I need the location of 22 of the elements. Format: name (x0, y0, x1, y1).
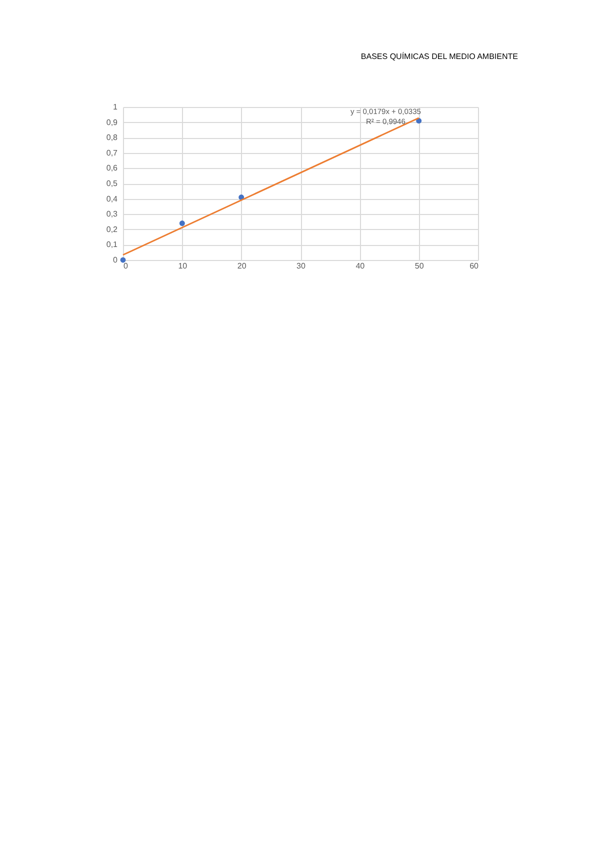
y-tick-label: 0 (113, 256, 118, 264)
point (238, 194, 244, 200)
y-tick-label: 0,4 (106, 194, 118, 204)
y-tick-label: 0,2 (106, 224, 118, 234)
y-tick-label: 0,3 (106, 210, 118, 219)
x-tick-label: 0 (124, 262, 128, 270)
chart-title: BASES QUÍMICAS DEL MEDIO AMBIENTE (360, 52, 518, 61)
y-tick-label: 0,7 (106, 148, 118, 158)
y-tick-label: 0,9 (106, 118, 118, 127)
x-tick-label: 20 (237, 262, 247, 270)
y-tick-label: 0,8 (106, 133, 118, 142)
x-tick-label: 60 (470, 262, 480, 270)
y-tick-label: 0,1 (106, 240, 118, 250)
y-tick-label: 1 (113, 102, 118, 112)
y-tick-label: 0,5 (106, 179, 118, 188)
x-tick-label: 30 (296, 262, 306, 270)
x-tick-label: 50 (414, 262, 424, 270)
y-tick-label: 0,6 (106, 164, 118, 173)
x-tick-label: 10 (178, 262, 188, 270)
x-tick-label: 40 (356, 262, 366, 270)
point (120, 257, 126, 263)
point (179, 220, 185, 226)
